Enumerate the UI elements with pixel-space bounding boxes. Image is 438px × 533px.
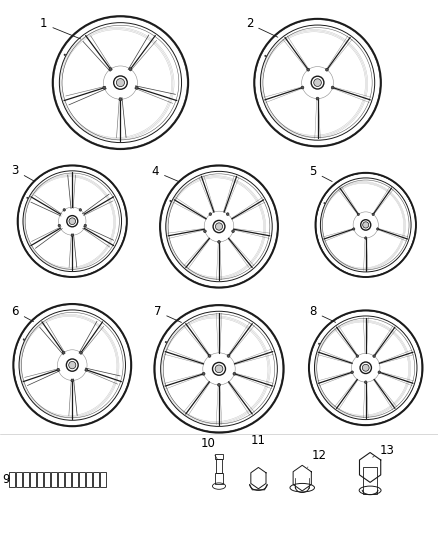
Ellipse shape	[215, 365, 223, 373]
Ellipse shape	[311, 76, 324, 89]
Ellipse shape	[227, 354, 230, 357]
Text: 6: 6	[11, 305, 33, 322]
Ellipse shape	[356, 355, 359, 358]
Ellipse shape	[85, 368, 88, 371]
Ellipse shape	[232, 230, 234, 232]
Text: 3: 3	[12, 164, 35, 181]
Ellipse shape	[67, 215, 78, 227]
Bar	[216, 459, 222, 473]
Ellipse shape	[351, 371, 353, 374]
Text: 2: 2	[246, 18, 278, 37]
Bar	[9, 472, 15, 487]
Ellipse shape	[378, 371, 381, 374]
Ellipse shape	[301, 86, 304, 89]
Text: 11: 11	[251, 434, 266, 447]
Text: 5: 5	[310, 165, 332, 182]
Text: 7: 7	[154, 305, 181, 322]
Ellipse shape	[218, 240, 220, 243]
Ellipse shape	[209, 213, 212, 215]
Bar	[16, 472, 22, 487]
Ellipse shape	[135, 86, 138, 89]
Ellipse shape	[204, 230, 206, 232]
Ellipse shape	[324, 203, 325, 204]
Bar	[79, 472, 85, 487]
Ellipse shape	[331, 86, 334, 89]
Ellipse shape	[233, 373, 236, 375]
Bar	[100, 472, 106, 487]
Ellipse shape	[129, 68, 132, 71]
Text: 13: 13	[373, 444, 394, 457]
Ellipse shape	[212, 362, 226, 375]
Ellipse shape	[202, 373, 205, 375]
Ellipse shape	[360, 362, 371, 374]
Bar	[86, 472, 92, 487]
Text: 12: 12	[307, 449, 326, 467]
Ellipse shape	[117, 78, 124, 86]
Ellipse shape	[58, 224, 60, 227]
Ellipse shape	[325, 68, 328, 71]
Ellipse shape	[63, 208, 65, 211]
Ellipse shape	[27, 197, 28, 198]
Bar	[72, 472, 78, 487]
Ellipse shape	[103, 86, 106, 89]
Ellipse shape	[62, 351, 65, 354]
Ellipse shape	[67, 359, 78, 371]
Ellipse shape	[226, 213, 229, 215]
Ellipse shape	[364, 237, 367, 239]
Ellipse shape	[170, 200, 171, 201]
Ellipse shape	[84, 224, 87, 227]
Ellipse shape	[64, 54, 66, 55]
Ellipse shape	[362, 365, 369, 371]
Text: 4: 4	[152, 165, 179, 182]
Text: 10: 10	[201, 437, 218, 460]
Bar	[51, 472, 57, 487]
Ellipse shape	[363, 222, 369, 228]
Ellipse shape	[165, 341, 167, 343]
Ellipse shape	[57, 368, 60, 371]
Ellipse shape	[316, 97, 319, 100]
Text: 9: 9	[2, 473, 10, 486]
Ellipse shape	[353, 228, 355, 230]
Bar	[58, 472, 64, 487]
Ellipse shape	[79, 208, 81, 211]
Bar	[23, 472, 29, 487]
Ellipse shape	[71, 379, 74, 382]
Ellipse shape	[23, 339, 25, 340]
Bar	[215, 454, 223, 459]
Ellipse shape	[213, 221, 225, 233]
Ellipse shape	[80, 351, 82, 354]
Ellipse shape	[69, 218, 76, 224]
Ellipse shape	[109, 68, 112, 71]
Bar	[44, 472, 50, 487]
Ellipse shape	[357, 213, 360, 215]
Ellipse shape	[377, 228, 379, 230]
Ellipse shape	[71, 234, 74, 237]
Ellipse shape	[318, 343, 320, 344]
Ellipse shape	[265, 55, 266, 56]
Bar	[93, 472, 99, 487]
Bar	[30, 472, 36, 487]
Bar	[215, 473, 223, 484]
Ellipse shape	[373, 355, 375, 358]
Ellipse shape	[215, 223, 223, 230]
Ellipse shape	[114, 76, 127, 90]
Ellipse shape	[307, 68, 310, 71]
Ellipse shape	[218, 383, 220, 386]
Ellipse shape	[364, 381, 367, 383]
Ellipse shape	[314, 79, 321, 86]
Ellipse shape	[360, 220, 371, 230]
Ellipse shape	[69, 361, 76, 369]
Text: 8: 8	[310, 305, 336, 322]
Ellipse shape	[372, 213, 374, 215]
Ellipse shape	[119, 98, 122, 101]
Bar	[37, 472, 43, 487]
Ellipse shape	[208, 354, 211, 357]
Bar	[65, 472, 71, 487]
Text: 1: 1	[40, 18, 81, 39]
Bar	[363, 467, 377, 494]
